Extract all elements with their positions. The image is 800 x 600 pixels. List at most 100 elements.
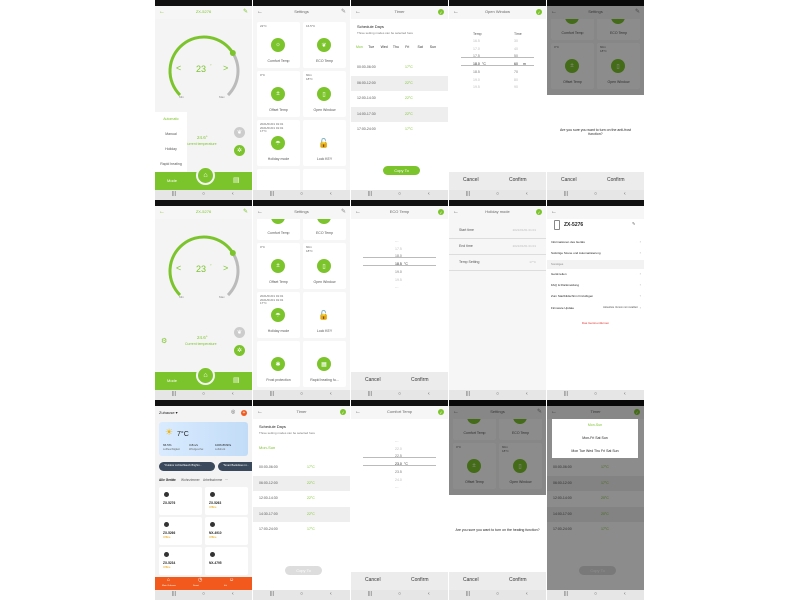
arrow-left-icon[interactable]: ← [453,9,459,15]
picker-option[interactable]: 18.0 [473,62,480,67]
card-leaf[interactable]: 16.5°C ❦ ECO Temp [303,22,346,68]
back-button[interactable]: ‹ [330,591,332,597]
timer-row[interactable]: 12:00-14:30 22°C [351,91,448,106]
edit-icon[interactable]: ✎ [634,9,640,15]
device-setting-item[interactable]: FAQ & Rückmeldung › [547,280,644,291]
timer-row[interactable]: 06:00-12:00 22°C [351,75,448,91]
mode-menu-item[interactable]: Holiday [165,147,177,151]
edit-icon[interactable]: ✎ [242,9,248,15]
recent-apps-button[interactable]: ||| [466,391,470,397]
picker-option[interactable]: --- [395,239,399,243]
arrow-left-icon[interactable]: ← [355,9,361,15]
picker-option[interactable]: 90 [514,85,518,90]
card-plus-minus[interactable]: 0°C ± Offset Temp [551,43,594,89]
add-device-button[interactable]: + [241,410,247,416]
picker-option[interactable]: 17.0 [473,46,480,51]
picker-option[interactable]: 30 [514,39,518,43]
cancel-button[interactable]: Cancel [463,177,479,183]
picker-option[interactable]: 17.5 [395,246,402,251]
fan-mode-button[interactable]: ✲ [234,145,245,156]
camera-icon[interactable]: ◎ [231,409,236,415]
recent-apps-button[interactable]: ||| [172,591,176,597]
arrow-left-icon[interactable]: ← [355,209,361,215]
holiday-row-2[interactable]: Temp Setting 17°C [449,255,546,271]
schedule-doc-icon[interactable]: ▤ [233,377,240,384]
device-card[interactable]: ZX-5276 [159,487,202,515]
recent-apps-button[interactable]: ||| [270,391,274,397]
back-button[interactable]: ‹ [526,591,528,597]
home-button[interactable]: ○ [202,191,206,197]
picker-option[interactable]: 24.0 [395,477,402,482]
arrow-left-icon[interactable]: ← [257,9,263,15]
device-setting-item[interactable]: Gerät teilen › [547,269,644,280]
decrease-temp-button[interactable]: < [176,263,182,273]
check-circle-icon[interactable]: ✓ [536,209,542,215]
day-tab-wed[interactable]: Wed [380,45,388,49]
day-tab-fri[interactable]: Fri [405,45,410,49]
picker-option[interactable]: 22.5 [395,454,402,459]
increase-temp-button[interactable]: > [223,63,229,73]
card-sun[interactable]: 22°C ☼ Comfort Temp [257,22,300,68]
recent-apps-button[interactable]: ||| [172,191,176,197]
recent-apps-button[interactable]: ||| [564,191,568,197]
cancel-button[interactable]: Cancel [561,177,577,183]
increase-temp-button[interactable]: > [223,263,229,273]
recent-apps-button[interactable]: ||| [270,191,274,197]
check-circle-icon[interactable]: ✓ [438,9,444,15]
back-button[interactable]: ‹ [624,391,626,397]
cancel-button[interactable]: Cancel [365,577,381,583]
timer-row[interactable]: 17:00-24:00 17°C [253,522,350,537]
home-button[interactable]: ○ [398,391,402,397]
back-button[interactable]: ‹ [330,391,332,397]
picker-option[interactable]: 80 [514,77,518,82]
device-card[interactable]: ZX-5234 Offline [159,547,202,575]
picker-option[interactable]: 23.5 [395,469,402,474]
timer-row[interactable]: 00:00-06:00 17°C [253,460,350,475]
home-button[interactable]: ○ [594,391,598,397]
card-window[interactable]: 60m 18°C ▯ Open Window [303,243,346,289]
remove-device-button[interactable]: Das Gerät entfernen [581,320,610,325]
timer-row[interactable]: 00:00-06:00 17°C [351,60,448,75]
back-button[interactable]: ‹ [526,191,528,197]
picker-option[interactable]: 19.5 [395,277,402,282]
check-circle-icon[interactable]: ✓ [536,9,542,15]
timer-row[interactable]: 06:00-12:00 17°C [547,475,644,491]
device-setting-item[interactable]: Informationen des Geräts › [547,237,644,248]
back-button[interactable]: ‹ [624,191,626,197]
back-button[interactable]: ‹ [232,191,234,197]
confirm-button[interactable]: Confirm [509,577,527,583]
back-button[interactable]: ‹ [428,391,430,397]
device-setting-item[interactable]: Zum Startbildschirm hinzufügen › [547,291,644,302]
temperature-dial[interactable] [155,200,252,400]
recent-apps-button[interactable]: ||| [270,591,274,597]
edit-icon[interactable]: ✎ [536,409,542,415]
device-card[interactable]: ZX-5266 Offline [159,517,202,545]
recent-apps-button[interactable]: ||| [564,391,568,397]
device-card[interactable]: NX-4910 Offline [205,517,248,545]
confirm-button[interactable]: Confirm [509,177,527,183]
home-selector[interactable]: Zuhause ▾ [159,410,178,415]
device-setting-item[interactable]: Sofortige Szene und Automatisierung › [547,248,644,259]
confirm-button[interactable]: Confirm [607,177,625,183]
picker-option[interactable]: 40 [514,46,518,51]
card-plus-minus[interactable]: 0°C ± Offset Temp [257,243,300,289]
arrow-left-icon[interactable]: ← [257,209,263,215]
day-tab-thu[interactable]: Thu [392,45,399,49]
room-tab[interactable]: Arbeitszimme [203,478,223,482]
back-button[interactable]: ‹ [526,391,528,397]
timer-row[interactable]: 17:00-24:00 17°C [351,122,448,137]
cancel-button[interactable]: Cancel [463,577,479,583]
home-button[interactable]: ○ [300,191,304,197]
decrease-temp-button[interactable]: < [176,63,182,73]
mode-button[interactable]: Mode [167,378,178,383]
home-button[interactable]: ○ [300,591,304,597]
picker-option[interactable]: 19.0 [395,269,402,274]
home-button-icon[interactable]: ⌂ [196,366,215,385]
picker-option[interactable]: --- [395,285,399,290]
card-holiday[interactable]: 2021/01/01 01:01 2021/01/01 01:01 17°C ☂ H… [257,292,300,338]
day-tab-sun[interactable]: Sun [429,45,437,49]
picker-option[interactable]: --- [395,439,399,443]
check-circle-icon[interactable]: ✓ [438,209,444,215]
check-circle-icon[interactable]: ✓ [438,409,444,415]
copy-to-button[interactable]: Copy To [383,166,420,175]
